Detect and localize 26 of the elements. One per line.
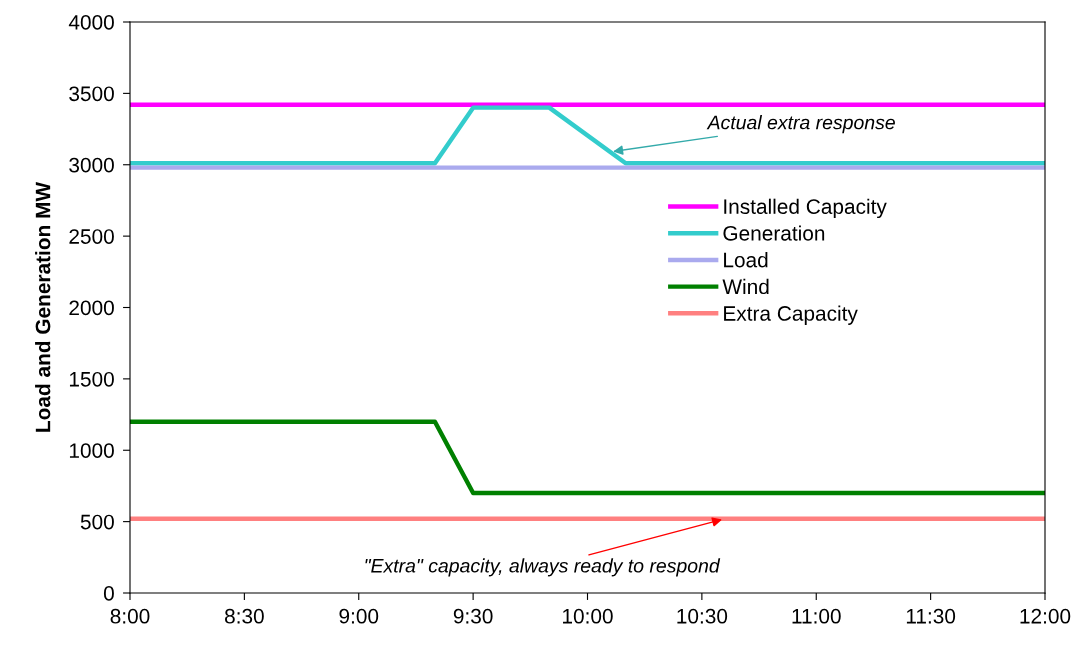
legend-label: Wind (722, 278, 769, 295)
legend-label: Generation (723, 225, 825, 241)
x-tick-label: 8:30 (225, 608, 264, 624)
legend-label: Load (724, 252, 768, 268)
legend-label: Installed Capacity (724, 198, 887, 219)
x-tick-label: 11:00 (792, 608, 841, 624)
x-tick-label: 10:00 (563, 608, 613, 624)
y-tick-label: 2000 (69, 300, 114, 316)
y-tick-label: 4000 (68, 15, 114, 30)
x-tick-label: 11:30 (906, 608, 956, 624)
x-tick-label: 12:00 (1020, 608, 1071, 624)
y-tick-label: 0 (103, 586, 114, 601)
y-tick-label: 2500 (69, 229, 114, 244)
y-tick-label: 3500 (69, 86, 114, 102)
annotation: Actual extra response (706, 115, 895, 134)
x-tick-label: 8:00 (110, 608, 150, 624)
y-axis-title: Load and Generation MW (35, 181, 51, 432)
annotation: "Extra" capacity, always ready to respond (365, 558, 721, 577)
y-tick-label: 1500 (69, 371, 114, 387)
y-tick-label: 3000 (69, 157, 114, 173)
x-tick-label: 9:00 (339, 608, 379, 624)
legend-label: Extra Capacity (724, 305, 858, 325)
x-tick-label: 10:30 (677, 608, 728, 624)
x-tick-label: 9:30 (453, 608, 493, 624)
y-tick-label: 1000 (69, 443, 114, 458)
y-tick-label: 500 (80, 514, 114, 530)
